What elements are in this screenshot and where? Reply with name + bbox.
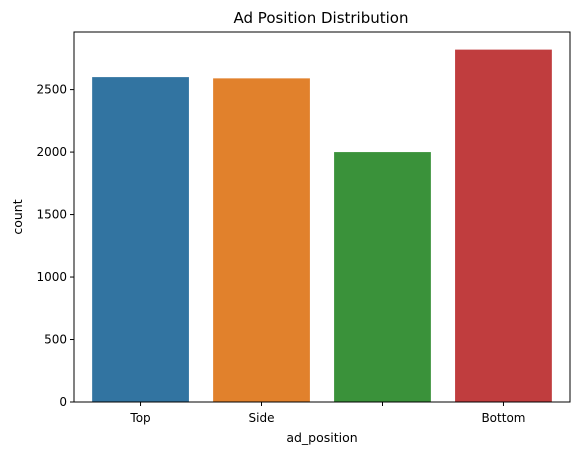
bar-side: [213, 78, 310, 402]
chart-title: Ad Position Distribution: [234, 9, 409, 27]
y-tick-label: 2500: [36, 83, 67, 97]
bar-top: [92, 77, 189, 403]
y-tick-label: 0: [59, 395, 67, 409]
bar-group: [92, 49, 552, 403]
y-tick-label: 2000: [36, 145, 67, 159]
plot-frame: [73, 31, 571, 403]
y-axis-label: count: [10, 199, 25, 234]
x-axis-label: ad_position: [286, 430, 357, 445]
y-tick-label: 1000: [36, 270, 67, 284]
y-tick-label: 1500: [36, 208, 67, 222]
x-tick-label: Side: [249, 411, 275, 425]
x-tick-label: Top: [129, 411, 150, 425]
bar-blank: [334, 152, 431, 402]
bar-bottom: [455, 49, 552, 402]
y-tick-label: 500: [44, 333, 67, 347]
y-axis: 0 500 1000 1500 2000 2500: [36, 83, 74, 409]
x-tick-label: Bottom: [481, 411, 525, 425]
x-axis: Top Side Bottom: [129, 402, 525, 425]
